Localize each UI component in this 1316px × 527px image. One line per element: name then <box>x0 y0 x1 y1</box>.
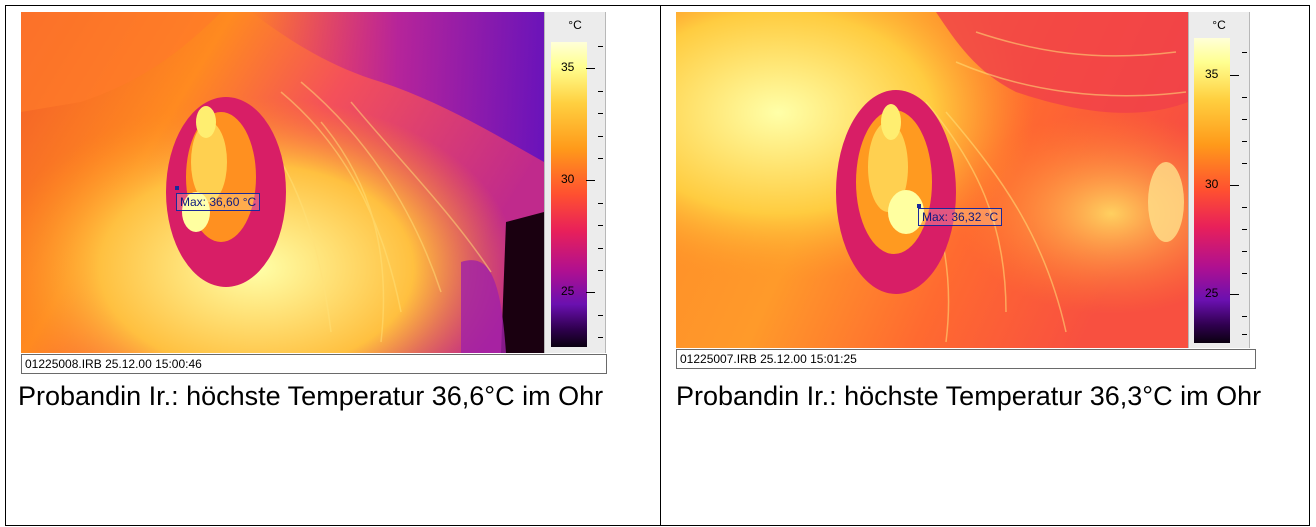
caption: Probandin Ir.: höchste Temperatur 36,3°C… <box>676 381 1262 411</box>
scale-unit: °C <box>1212 18 1226 32</box>
scale-label-30: 30 <box>561 172 575 186</box>
scale-label-35: 35 <box>1205 67 1219 81</box>
thermal-image-1 <box>21 12 544 353</box>
color-scale-2: °C 35 30 25 <box>1188 12 1250 348</box>
max-point-marker <box>175 186 179 190</box>
layout-table <box>5 5 1310 526</box>
scale-label-25: 25 <box>561 284 575 298</box>
max-temperature-label: Max: 36,32 °C <box>918 208 1003 226</box>
color-scale-1: °C 35 30 25 <box>544 12 606 353</box>
max-temperature-label: Max: 36,60 °C <box>176 193 261 211</box>
status-bar: 01225008.IRB 25.12.00 15:00:46 <box>21 354 607 374</box>
status-bar: 01225007.IRB 25.12.00 15:01:25 <box>676 349 1256 369</box>
color-bar <box>551 42 587 347</box>
thermal-image-2 <box>676 12 1188 348</box>
column-divider <box>660 5 661 526</box>
scale-unit: °C <box>568 18 582 32</box>
scale-label-25: 25 <box>1205 286 1219 300</box>
max-point-marker <box>917 204 921 208</box>
color-bar <box>1194 38 1230 343</box>
scale-label-35: 35 <box>561 60 575 74</box>
scale-label-30: 30 <box>1205 177 1219 191</box>
caption: Probandin Ir.: höchste Temperatur 36,6°C… <box>18 381 604 411</box>
